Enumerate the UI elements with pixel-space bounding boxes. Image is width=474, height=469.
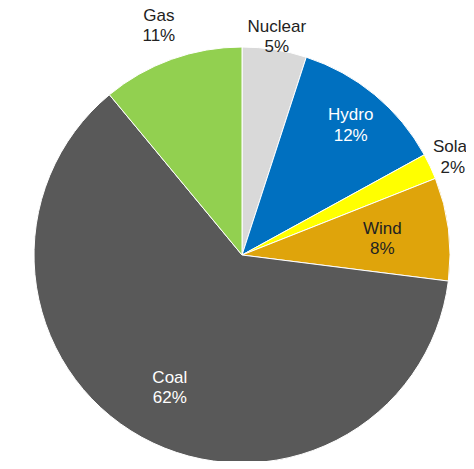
- svg-text:Gas11%: Gas11%: [142, 8, 175, 45]
- svg-text:Solar2%: Solar2%: [433, 137, 466, 176]
- svg-text:Nuclear5%: Nuclear5%: [248, 17, 307, 56]
- svg-text:Hydro12%: Hydro12%: [328, 105, 373, 144]
- svg-text:Wind8%: Wind8%: [363, 219, 402, 258]
- svg-text:Coal62%: Coal62%: [152, 368, 187, 407]
